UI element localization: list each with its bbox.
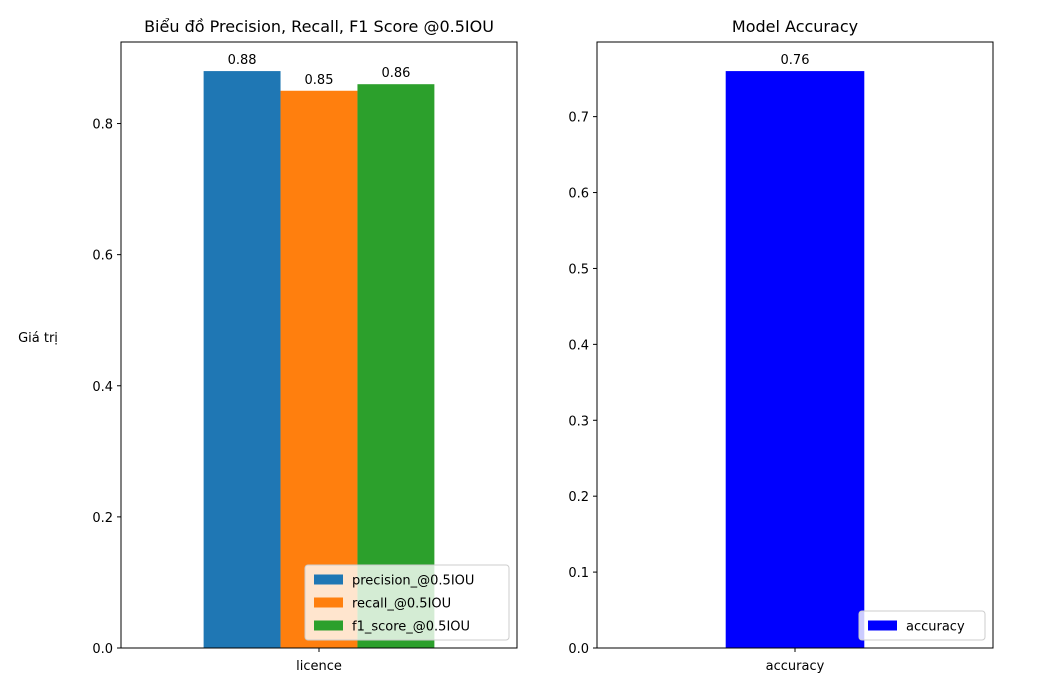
chart-title: Model Accuracy xyxy=(732,17,858,36)
legend-swatch xyxy=(314,597,343,608)
legend-entry: precision_@0.5IOU xyxy=(352,574,474,589)
legend-entry: f1_score_@0.5IOU xyxy=(352,620,470,635)
bar-value-label: 0.85 xyxy=(305,73,334,88)
bar-value-label: 0.76 xyxy=(781,53,810,68)
bar-accuracy xyxy=(725,71,865,648)
y-tick-label: 0.0 xyxy=(568,642,589,657)
y-tick-label: 0.4 xyxy=(92,380,113,395)
y-tick-label: 0.4 xyxy=(568,338,589,353)
x-tick-label: accuracy xyxy=(766,659,825,674)
legend-swatch xyxy=(868,620,897,631)
chart-title: Biểu đồ Precision, Recall, F1 Score @0.5… xyxy=(144,17,494,36)
y-tick-label: 0.5 xyxy=(568,262,589,277)
bar-value-label: 0.86 xyxy=(381,66,410,81)
y-tick-label: 0.2 xyxy=(92,511,113,526)
legend-entry: recall_@0.5IOU xyxy=(352,597,451,612)
y-tick-label: 0.1 xyxy=(568,566,589,581)
legend: precision_@0.5IOU recall_@0.5IOU f1_score_… xyxy=(304,564,510,641)
y-tick-label: 0.8 xyxy=(92,118,113,133)
y-tick-label: 0.6 xyxy=(92,249,113,264)
legend-box xyxy=(858,610,986,641)
legend-swatch xyxy=(314,620,343,631)
y-tick-label: 0.7 xyxy=(568,111,589,126)
y-tick-label: 0.2 xyxy=(568,490,589,505)
bar-f1-score-0-5iou xyxy=(357,84,435,648)
x-tick-label: licence xyxy=(296,659,342,674)
chart-panel-2: 0.76 0.0 0.1 0.2 0.3 0.4 0.5 0.6 0.7 accuracy Mode… xyxy=(568,17,994,674)
y-tick-label: 0.3 xyxy=(568,414,589,429)
legend-box xyxy=(304,564,510,641)
legend: accuracy xyxy=(858,610,986,641)
bar-recall-0-5iou xyxy=(280,90,358,649)
bar-value-label: 0.88 xyxy=(228,53,257,68)
legend-entry: accuracy xyxy=(906,620,965,635)
bar-precision-0-5iou xyxy=(203,71,281,648)
y-axis-label: Giá trị xyxy=(18,331,58,346)
chart-panel-1: 0.88 0.85 0.86 0.0 0.2 0.4 0.6 0.8 licence Biểu đ… xyxy=(18,17,518,674)
y-tick-label: 0.0 xyxy=(92,642,113,657)
legend-swatch xyxy=(314,574,343,585)
y-tick-label: 0.6 xyxy=(568,187,589,202)
